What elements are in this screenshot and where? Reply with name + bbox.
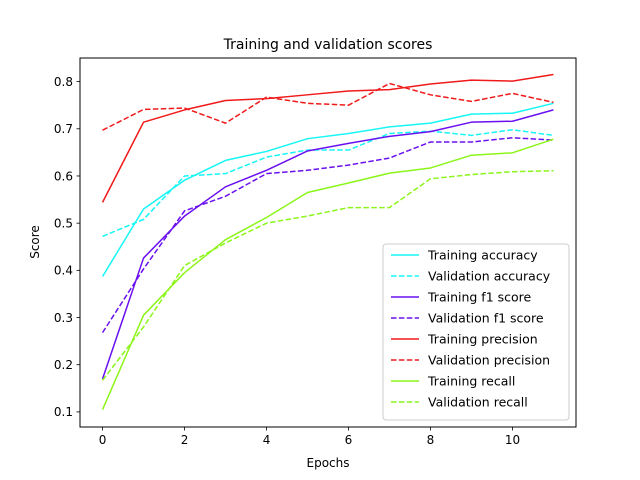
legend-label: Training recall (427, 374, 515, 389)
series-line-1 (102, 128, 554, 238)
x-tick-label: 6 (345, 433, 353, 447)
x-tick-label: 0 (99, 433, 107, 447)
y-tick-label: 0.6 (54, 169, 73, 183)
x-tick-label: 4 (263, 433, 271, 447)
series-line-2 (101, 109, 554, 380)
x-tick-label: 8 (427, 433, 435, 447)
chart-title: Training and validation scores (223, 37, 433, 53)
legend-label: Validation f1 score (428, 311, 544, 326)
y-tick-label: 0.3 (54, 311, 73, 325)
y-tick-label: 0.7 (54, 122, 73, 136)
legend-box (382, 243, 570, 421)
legend: Training accuracy Validation accuracy Trai… (382, 243, 570, 421)
legend-label: Validation accuracy (428, 269, 551, 284)
series-line-4 (101, 73, 554, 203)
y-tick-label: 0.1 (54, 405, 73, 419)
series-line-7 (101, 170, 554, 381)
y-axis-label: Score (28, 225, 42, 259)
legend-label: Validation recall (428, 395, 528, 410)
series-line-0 (101, 102, 554, 277)
legend-label: Training f1 score (427, 290, 532, 305)
x-tick-label: 10 (505, 433, 520, 447)
plot-frame (79, 57, 577, 428)
y-tick-label: 0.2 (54, 358, 73, 372)
legend-label: Training precision (427, 332, 538, 347)
x-axis-ticks: 0 2 4 6 8 10 (99, 427, 520, 447)
y-tick-label: 0.8 (54, 75, 73, 89)
series-line-5 (102, 82, 554, 131)
y-axis-ticks: 0.1 0.2 0.3 0.4 0.5 0.6 0.7 0.8 (54, 75, 80, 419)
x-tick-label: 2 (181, 433, 189, 447)
y-tick-label: 0.4 (54, 264, 73, 278)
legend-label: Validation precision (428, 353, 550, 368)
series-line-3 (101, 137, 554, 334)
y-tick-label: 0.5 (54, 216, 73, 230)
series-line-6 (101, 138, 554, 410)
legend-label: Training accuracy (427, 248, 538, 263)
x-axis-label: Epochs (307, 456, 350, 470)
plot-lines (101, 73, 554, 410)
